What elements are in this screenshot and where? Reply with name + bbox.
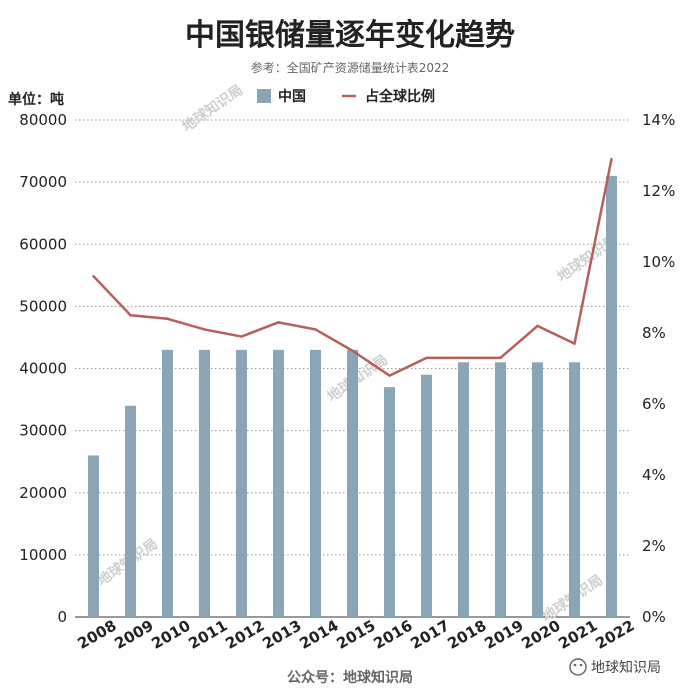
- line-point: [277, 321, 280, 324]
- x-tick-label: 2011: [185, 616, 230, 652]
- x-tick-label: 2009: [111, 616, 156, 652]
- line-point: [499, 356, 502, 360]
- y-axis-unit-label: 单位：吨: [8, 91, 64, 108]
- y-tick-label: 60000: [19, 235, 67, 253]
- line-point: [92, 275, 95, 278]
- bar: [310, 349, 321, 617]
- line-point: [610, 157, 613, 161]
- y-tick-label: 70000: [19, 173, 67, 191]
- bar: [495, 362, 506, 617]
- bar-series: [88, 175, 617, 617]
- line-point: [462, 356, 465, 360]
- bar: [236, 349, 247, 617]
- chart-subtitle: 参考：全国矿产资源储量统计表2022: [251, 60, 450, 75]
- x-tick-label: 2017: [407, 616, 452, 652]
- x-tick-label: 2018: [444, 616, 489, 652]
- footer-text: 公众号：地球知识局: [287, 669, 413, 686]
- y2-tick-label: 6%: [642, 395, 666, 413]
- y2-tick-label: 12%: [642, 182, 675, 200]
- chart-title: 中国银储量逐年变化趋势: [185, 18, 515, 53]
- line-path: [92, 158, 613, 377]
- bar: [421, 374, 432, 617]
- bar: [606, 175, 617, 617]
- brand-logo: 地球知识局: [569, 658, 661, 676]
- bar: [532, 362, 543, 617]
- legend-label-bar: 中国: [278, 88, 306, 105]
- brand-text: 地球知识局: [591, 659, 661, 676]
- x-tick-label: 2008: [74, 616, 119, 652]
- x-tick-label: 2022: [592, 616, 637, 652]
- x-tick-label: 2019: [481, 616, 526, 652]
- y2-tick-label: 2%: [642, 537, 666, 555]
- line-point: [573, 342, 576, 345]
- legend-label-line: 占全球比例: [365, 88, 435, 105]
- line-point: [314, 328, 317, 331]
- x-tick-label: 2010: [148, 616, 193, 652]
- bar: [569, 362, 580, 617]
- bar: [125, 405, 136, 617]
- line-point: [129, 314, 132, 317]
- x-tick-label: 2014: [296, 616, 341, 652]
- legend-swatch-bar: [257, 89, 271, 103]
- line-point: [203, 328, 206, 331]
- y2-tick-label: 0%: [642, 608, 666, 626]
- line-point: [536, 324, 539, 328]
- y-tick-label: 20000: [19, 484, 67, 502]
- wechat-icon-dot: [579, 663, 583, 667]
- x-tick-label: 2013: [259, 616, 304, 652]
- y-axis-right-ticks: 0% 2% 4% 6% 8% 10% 12% 14%: [642, 111, 675, 626]
- x-tick-label: 2016: [370, 616, 415, 652]
- y-tick-label: 0: [57, 608, 67, 626]
- y2-tick-label: 4%: [642, 466, 666, 484]
- y-tick-label: 50000: [19, 297, 67, 315]
- y-tick-label: 80000: [19, 111, 67, 129]
- y-tick-label: 30000: [19, 422, 67, 440]
- line-series: [92, 157, 613, 377]
- bar: [199, 349, 210, 617]
- x-tick-label: 2021: [555, 616, 600, 652]
- y2-tick-label: 8%: [642, 324, 666, 342]
- bar: [88, 455, 99, 617]
- line-point: [388, 374, 391, 377]
- x-tick-label: 2012: [222, 616, 267, 652]
- bar: [273, 349, 284, 617]
- x-tick-label: 2020: [518, 616, 563, 652]
- line-point: [240, 335, 243, 338]
- line-point: [351, 349, 354, 352]
- bar: [384, 387, 395, 617]
- y-tick-label: 10000: [19, 546, 67, 564]
- y-tick-label: 40000: [19, 360, 67, 378]
- bar: [162, 349, 173, 617]
- bar: [458, 362, 469, 617]
- line-point: [425, 356, 428, 360]
- watermark: 地球知识局: [179, 81, 246, 135]
- wechat-icon-dot: [573, 663, 577, 667]
- wechat-icon: [569, 658, 587, 676]
- line-point: [166, 317, 169, 320]
- bar: [347, 349, 358, 617]
- y-axis-left-ticks: 0 10000 20000 30000 40000 50000 60000 70000 8000…: [19, 111, 67, 626]
- x-axis-ticks: 2008200920102011201220132014201520162017…: [74, 616, 637, 652]
- x-tick-label: 2015: [333, 616, 378, 652]
- legend: 中国 占全球比例: [257, 88, 435, 105]
- y2-tick-label: 10%: [642, 253, 675, 271]
- y2-tick-label: 14%: [642, 111, 675, 129]
